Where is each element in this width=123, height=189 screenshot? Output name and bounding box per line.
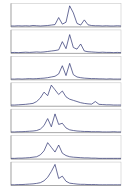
y-axis xyxy=(11,136,12,159)
data-group xyxy=(11,6,121,26)
panel xyxy=(11,56,121,79)
panel xyxy=(11,83,121,106)
plot-frame xyxy=(11,83,121,106)
y-axis xyxy=(11,109,12,132)
panel xyxy=(11,4,121,27)
data-group xyxy=(11,85,121,105)
trace xyxy=(11,143,121,159)
panel xyxy=(11,30,121,53)
y-axis xyxy=(11,56,12,79)
x-axis xyxy=(11,106,121,107)
plot-frame xyxy=(11,30,121,53)
y-axis xyxy=(11,162,12,185)
x-axis xyxy=(11,79,121,80)
trace xyxy=(11,164,121,184)
y-axis xyxy=(11,30,12,53)
trace xyxy=(11,35,121,53)
trace xyxy=(11,114,121,132)
plot-frame xyxy=(11,136,121,159)
x-axis xyxy=(11,53,121,54)
data-group xyxy=(11,114,121,132)
trace xyxy=(11,6,121,26)
panel xyxy=(11,162,121,185)
data-group xyxy=(11,143,121,159)
panel xyxy=(11,136,121,159)
plot-frame xyxy=(11,162,121,185)
x-axis xyxy=(11,159,121,160)
data-group xyxy=(11,63,121,79)
x-axis xyxy=(11,132,121,133)
plot-frame xyxy=(11,4,121,27)
plot-frame xyxy=(11,56,121,79)
y-axis xyxy=(11,83,12,106)
x-axis xyxy=(11,26,121,27)
trace xyxy=(11,85,121,105)
data-group xyxy=(11,35,121,53)
plot-frame xyxy=(11,109,121,132)
trace xyxy=(11,63,121,79)
panel xyxy=(11,109,121,132)
y-axis xyxy=(11,4,12,27)
data-group xyxy=(11,164,121,184)
figure xyxy=(0,0,123,189)
